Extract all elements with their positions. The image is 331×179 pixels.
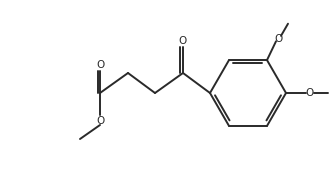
Text: O: O (306, 88, 314, 98)
Text: O: O (96, 116, 104, 126)
Text: O: O (275, 34, 283, 44)
Text: O: O (179, 36, 187, 46)
Text: O: O (96, 60, 104, 70)
